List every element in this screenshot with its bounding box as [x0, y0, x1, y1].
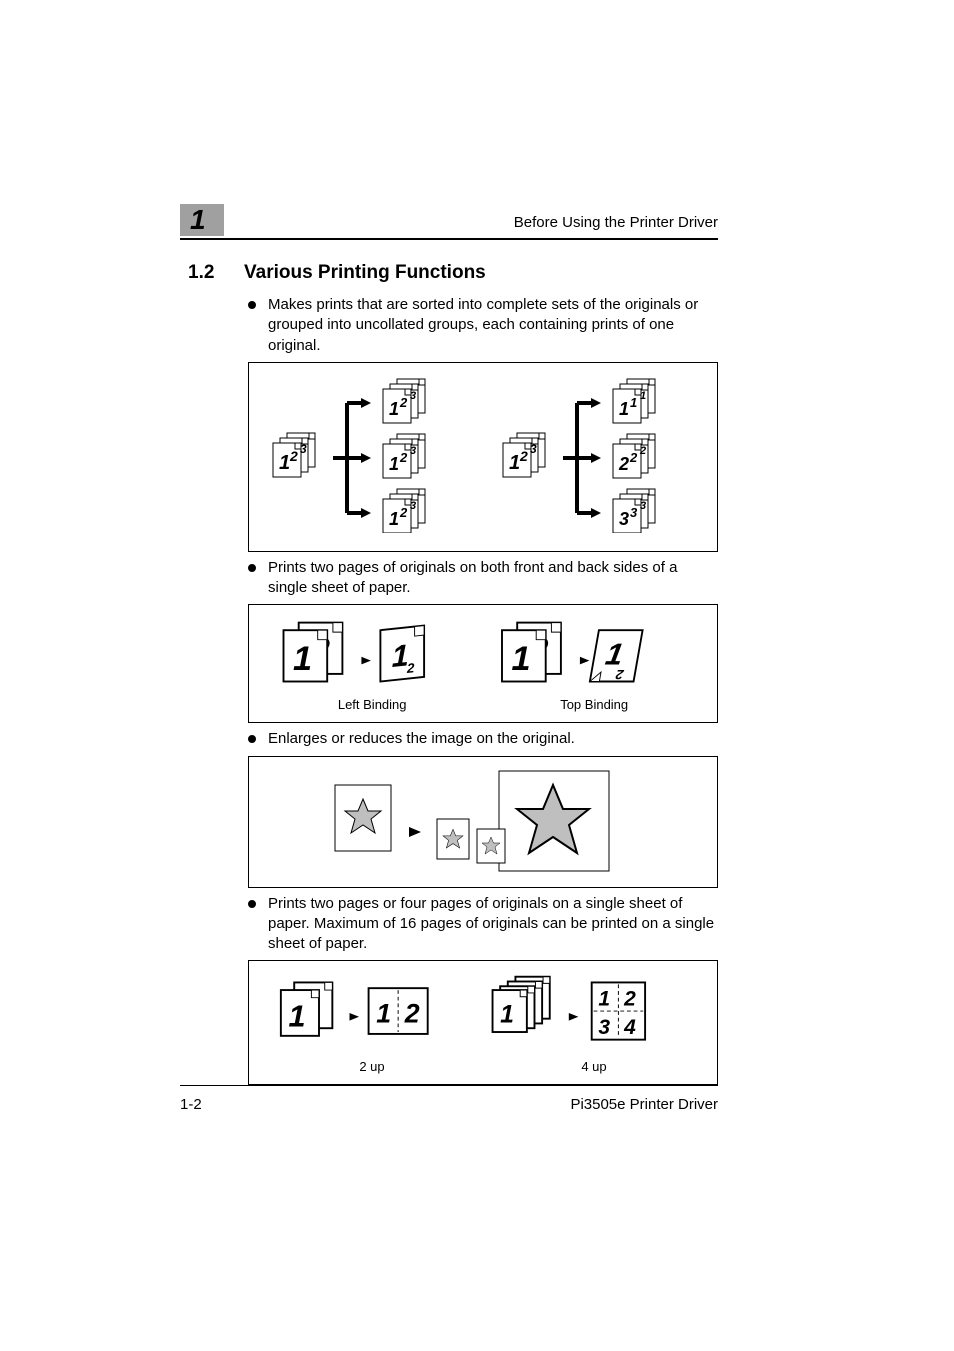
svg-text:2: 2 — [406, 660, 415, 676]
svg-text:1: 1 — [376, 999, 391, 1029]
running-header: Before Using the Printer Driver — [514, 214, 718, 231]
svg-text:1: 1 — [389, 399, 399, 419]
bullet-text: Prints two pages of originals on both fr… — [268, 558, 718, 599]
chapter-number: 1 — [190, 204, 206, 235]
chapter-badge: 1 — [180, 204, 224, 236]
svg-text:1: 1 — [619, 399, 629, 419]
svg-text:3: 3 — [530, 442, 537, 456]
bullet-item: Prints two pages or four pages of origin… — [248, 894, 718, 955]
section-title: Various Printing Functions — [244, 262, 486, 283]
svg-text:1: 1 — [389, 509, 399, 529]
caption-2up: 2 up — [359, 1059, 384, 1074]
svg-text:3: 3 — [619, 509, 629, 529]
footer-title: Pi3505e Printer Driver — [570, 1096, 718, 1113]
svg-text:2: 2 — [289, 448, 298, 464]
figure-duplex: 2 1 12 2 1 12 Left Binding Top Binding — [248, 604, 718, 723]
header-rule — [180, 238, 718, 240]
footer-rule — [180, 1085, 718, 1086]
svg-text:2: 2 — [629, 450, 638, 465]
svg-text:1: 1 — [512, 640, 531, 678]
svg-text:1: 1 — [598, 988, 610, 1011]
svg-text:3: 3 — [410, 500, 416, 512]
bullet-item: Makes prints that are sorted into comple… — [248, 295, 718, 356]
svg-text:2: 2 — [623, 988, 636, 1011]
svg-text:1: 1 — [279, 452, 290, 474]
svg-text:3: 3 — [410, 390, 416, 402]
bullet-dot-icon — [248, 564, 256, 572]
svg-text:2: 2 — [399, 505, 408, 520]
figure-nup: 2 1 1 2 4 3 2 1 — [248, 960, 718, 1085]
svg-text:1: 1 — [630, 395, 637, 410]
bullet-item: Prints two pages of originals on both fr… — [248, 558, 718, 599]
bullet-dot-icon — [248, 735, 256, 743]
svg-text:2: 2 — [618, 454, 629, 474]
bullet-text: Prints two pages or four pages of origin… — [268, 894, 718, 955]
svg-text:1: 1 — [288, 1000, 305, 1034]
svg-text:2: 2 — [399, 395, 408, 410]
svg-text:2: 2 — [519, 448, 528, 464]
svg-text:3: 3 — [598, 1016, 610, 1039]
svg-text:3: 3 — [640, 500, 646, 512]
svg-text:1: 1 — [293, 640, 312, 678]
figure-zoom — [248, 756, 718, 888]
page: Before Using the Printer Driver 1 1.2Var… — [0, 0, 954, 1351]
caption-4up: 4 up — [581, 1059, 606, 1074]
bullet-dot-icon — [248, 301, 256, 309]
section-number: 1.2 — [188, 262, 244, 284]
caption-left-binding: Left Binding — [338, 697, 407, 712]
svg-text:1: 1 — [500, 1002, 514, 1029]
svg-text:3: 3 — [630, 505, 638, 520]
page-number: 1-2 — [180, 1096, 202, 1113]
bullet-dot-icon — [248, 900, 256, 908]
content-area: Makes prints that are sorted into comple… — [248, 295, 718, 1091]
bullet-item: Enlarges or reduces the image on the ori… — [248, 729, 718, 749]
svg-text:1: 1 — [640, 390, 646, 402]
figure-sort-group: 1 2 3 123 123 123 1 — [248, 362, 718, 552]
svg-text:3: 3 — [300, 442, 307, 456]
bullet-text: Makes prints that are sorted into comple… — [268, 295, 718, 356]
svg-text:1: 1 — [509, 452, 520, 474]
svg-text:4: 4 — [623, 1016, 636, 1039]
bullet-text: Enlarges or reduces the image on the ori… — [268, 729, 718, 749]
svg-text:2: 2 — [639, 445, 646, 457]
svg-text:3: 3 — [410, 445, 416, 457]
caption-top-binding: Top Binding — [560, 697, 628, 712]
svg-text:2: 2 — [399, 450, 408, 465]
svg-text:1: 1 — [389, 454, 399, 474]
section-heading: 1.2Various Printing Functions — [188, 262, 486, 284]
svg-text:2: 2 — [404, 999, 420, 1029]
